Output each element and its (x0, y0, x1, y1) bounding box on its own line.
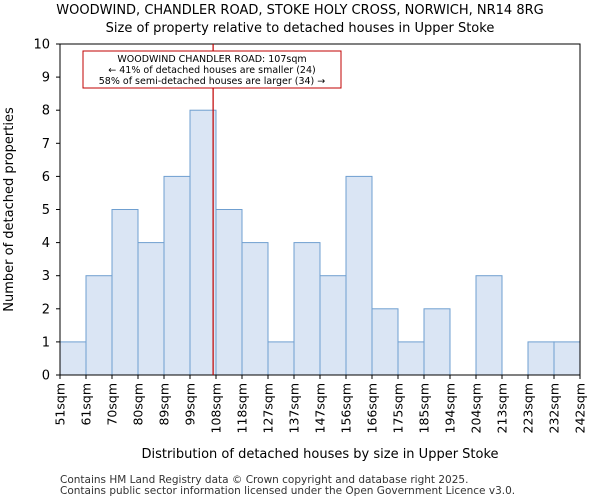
x-tick-label-11: 156sqm (339, 383, 354, 433)
y-tick-label-7: 7 (42, 137, 50, 152)
y-tick-label-0: 0 (42, 369, 50, 384)
x-tick-label-9: 137sqm (287, 383, 302, 433)
bar-18 (527, 341, 555, 376)
bar-0 (59, 341, 87, 376)
bar-13 (397, 341, 425, 376)
x-tick-label-1: 61sqm (79, 383, 94, 426)
y-tick-label-2: 2 (42, 302, 50, 317)
bar-4 (163, 175, 191, 376)
bar-19 (553, 341, 581, 376)
bar-6 (215, 209, 243, 376)
credit-line-1: Contains HM Land Registry data © Crown c… (60, 474, 469, 486)
bar-1 (85, 275, 113, 376)
x-tick-label-8: 127sqm (261, 383, 276, 433)
x-tick-label-19: 232sqm (547, 383, 562, 433)
x-tick-label-5: 99sqm (183, 383, 198, 426)
x-tick-label-7: 118sqm (235, 383, 250, 433)
bar-8 (267, 341, 295, 376)
x-tick-label-14: 185sqm (417, 383, 432, 433)
x-tick-label-12: 166sqm (365, 383, 380, 433)
x-tick-label-0: 51sqm (53, 383, 68, 426)
x-tick-label-18: 223sqm (521, 383, 536, 433)
x-tick-label-20: 242sqm (573, 383, 588, 433)
y-tick-label-4: 4 (42, 236, 50, 251)
x-axis-label: Distribution of detached houses by size … (141, 447, 498, 462)
y-tick-label-3: 3 (42, 269, 50, 284)
y-tick-label-9: 9 (42, 71, 50, 86)
y-tick-label-1: 1 (42, 335, 50, 350)
bar-14 (423, 308, 451, 376)
bar-16 (475, 275, 503, 376)
y-tick-label-5: 5 (42, 203, 50, 218)
annotation-box (82, 50, 342, 89)
annotation-line-3: 58% of semi-detached houses are larger (… (99, 76, 326, 87)
y-tick-label-8: 8 (42, 104, 50, 119)
y-axis-label: Number of detached properties (2, 107, 17, 312)
bar-9 (293, 242, 321, 376)
chart-subtitle: Size of property relative to detached ho… (105, 21, 495, 36)
bar-3 (137, 242, 165, 376)
y-tick-label-6: 6 (42, 170, 50, 185)
x-tick-label-2: 70sqm (105, 383, 120, 426)
bar-7 (241, 242, 269, 376)
credit-line-2: Contains public sector information licen… (60, 485, 516, 497)
annotation-line-2: ← 41% of detached houses are smaller (24… (108, 65, 315, 76)
bar-5 (189, 109, 217, 376)
x-tick-label-16: 204sqm (469, 383, 484, 433)
x-tick-label-6: 108sqm (209, 383, 224, 433)
bar-10 (319, 275, 347, 376)
x-tick-label-4: 89sqm (157, 383, 172, 426)
x-tick-label-10: 147sqm (313, 383, 328, 433)
bar-11 (345, 175, 373, 376)
y-tick-label-10: 10 (33, 38, 50, 53)
x-tick-label-15: 194sqm (443, 383, 458, 433)
x-tick-label-13: 175sqm (391, 383, 406, 433)
chart-title: WOODWIND, CHANDLER ROAD, STOKE HOLY CROS… (56, 3, 544, 18)
bar-2 (111, 209, 139, 376)
x-tick-label-17: 213sqm (495, 383, 510, 433)
bar-12 (371, 308, 399, 376)
x-tick-label-3: 80sqm (131, 383, 146, 426)
annotation-line-1: WOODWIND CHANDLER ROAD: 107sqm (117, 54, 306, 65)
